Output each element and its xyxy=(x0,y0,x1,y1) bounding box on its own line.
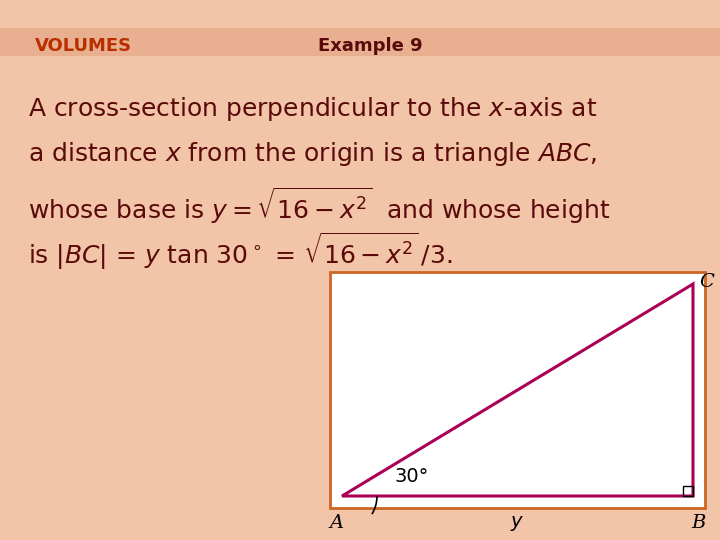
FancyBboxPatch shape xyxy=(330,272,705,508)
Text: a distance $x$ from the origin is a triangle $ABC$,: a distance $x$ from the origin is a tria… xyxy=(28,140,598,168)
Text: VOLUMES: VOLUMES xyxy=(35,37,132,55)
Text: $y$: $y$ xyxy=(510,514,525,533)
Text: is $|BC|$ = $y$ tan 30$^\circ$ = $\sqrt{16-x^2}\,/3$.: is $|BC|$ = $y$ tan 30$^\circ$ = $\sqrt{… xyxy=(28,230,452,272)
Text: C: C xyxy=(700,273,714,291)
Bar xyxy=(0,28,720,56)
Text: 30°: 30° xyxy=(394,467,428,485)
Text: B: B xyxy=(690,514,705,532)
Text: whose base is $y = \sqrt{16 - x^2}$  and whose height: whose base is $y = \sqrt{16 - x^2}$ and … xyxy=(28,185,610,226)
Text: A: A xyxy=(330,514,344,532)
Text: A cross-section perpendicular to the $x$-axis at: A cross-section perpendicular to the $x$… xyxy=(28,95,598,123)
Bar xyxy=(683,486,693,496)
Text: Example 9: Example 9 xyxy=(318,37,423,55)
